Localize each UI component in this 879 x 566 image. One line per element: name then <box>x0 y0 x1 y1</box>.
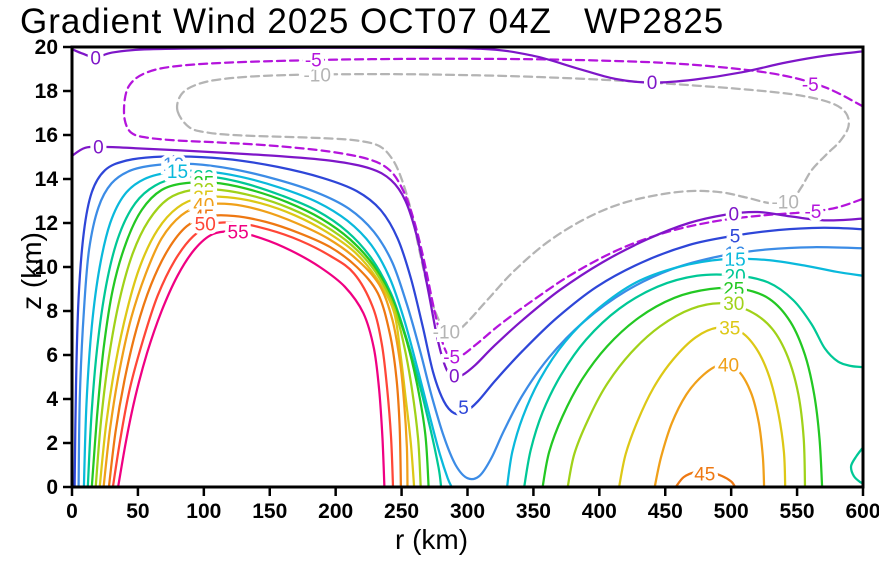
y-tick-label: 10 <box>35 256 58 279</box>
contour-line-c20L <box>86 174 443 487</box>
contour-label-c10: 10 <box>163 155 184 176</box>
contour-line-zero-upper <box>72 47 863 84</box>
contour-line-c45R <box>674 470 737 487</box>
contour-label-neg5: -5 <box>305 50 322 71</box>
y-tick-label: 20 <box>35 36 58 59</box>
y-tick-label: 0 <box>46 476 58 499</box>
x-tick-label: 0 <box>66 500 78 523</box>
contour-label-c35R: 35 <box>719 319 740 340</box>
contour-line-c20R <box>523 273 863 487</box>
contour-line-c40L <box>102 202 409 487</box>
contour-line-c5 <box>73 155 863 487</box>
contour-label-c45L: 45 <box>193 207 214 228</box>
contour-label-c25R: 25 <box>723 280 744 301</box>
y-tick-label: 8 <box>46 300 58 323</box>
y-tick-label: 14 <box>35 168 59 191</box>
contour-label-c10: 10 <box>725 244 746 265</box>
contour-label-c35L: 35 <box>193 188 214 209</box>
y-axis-title: z (km) <box>16 232 47 310</box>
contour-label-zero-main: 0 <box>93 137 104 158</box>
x-tick-label: 450 <box>648 500 683 523</box>
contour-label-c20R: 20 <box>725 266 746 287</box>
contour-line-c10 <box>77 162 863 487</box>
contour-line-c15R <box>505 257 863 487</box>
x-tick-label: 200 <box>318 500 353 523</box>
contour-labels-layer: -10-10-10-5-5-5-500000551010151520202525… <box>87 47 825 487</box>
contour-line-c35L <box>98 195 416 487</box>
contour-label-c15R: 15 <box>725 250 746 271</box>
contour-line-c30L <box>94 187 422 487</box>
contour-label-c5: 5 <box>458 398 469 419</box>
contour-label-c25L: 25 <box>193 174 214 195</box>
x-axis-title: r (km) <box>395 524 469 555</box>
contour-line-zero-main <box>72 145 863 380</box>
y-tick-label: 12 <box>35 212 58 235</box>
contour-line-c55 <box>116 230 386 487</box>
contour-label-neg5: -5 <box>802 75 819 96</box>
y-tick-label: 2 <box>46 432 58 455</box>
x-tick-label: 600 <box>845 500 879 523</box>
contour-label-c45R: 45 <box>694 464 715 485</box>
contour-label-c20L: 20 <box>193 167 214 188</box>
x-tick-label: 150 <box>252 500 287 523</box>
contour-line-c25L <box>90 180 430 487</box>
contour-line-c15L <box>82 169 453 487</box>
contour-line-c40R <box>653 363 766 487</box>
x-tick-label: 250 <box>384 500 419 523</box>
contour-line-c35R <box>617 325 787 487</box>
contour-label-c5: 5 <box>730 226 741 247</box>
x-tick-label: 500 <box>714 500 749 523</box>
y-tick-label: 18 <box>35 80 59 103</box>
contour-label-zero-main: 0 <box>449 366 460 387</box>
contour-label-c30R: 30 <box>723 294 744 315</box>
contour-label-c30L: 30 <box>193 181 214 202</box>
contour-label-c40L: 40 <box>193 196 214 217</box>
contour-label-zero-upper: 0 <box>90 49 101 70</box>
chart-title: Gradient Wind 2025 OCT07 04Z WP2825 <box>20 2 725 41</box>
y-tick-label: 4 <box>46 388 58 411</box>
contour-label-c40R: 40 <box>718 355 739 376</box>
contour-label-neg10: -10 <box>433 322 460 343</box>
contour-label-c55: 55 <box>228 223 249 244</box>
y-tick-label: 6 <box>46 344 58 367</box>
contour-label-c50: 50 <box>195 215 216 236</box>
contour-line-neg10 <box>175 72 850 335</box>
x-tick-label: 300 <box>450 500 485 523</box>
contour-label-neg10: -10 <box>771 193 798 214</box>
contour-label-neg5: -5 <box>804 202 821 223</box>
contour-label-neg5: -5 <box>443 348 460 369</box>
x-tick-label: 350 <box>516 500 551 523</box>
x-tick-label: 550 <box>780 500 815 523</box>
contour-label-neg10: -10 <box>303 65 330 86</box>
contour-label-zero-upper: 0 <box>647 73 658 94</box>
contour-line-c45L <box>107 214 403 487</box>
contour-line-c30R <box>566 302 807 487</box>
x-tick-label: 100 <box>186 500 221 523</box>
contour-label-c15L: 15 <box>167 162 188 183</box>
x-tick-label: 50 <box>126 500 149 523</box>
contour-line-c20-corner-hook <box>849 446 863 485</box>
x-tick-label: 400 <box>582 500 617 523</box>
contour-line-c50 <box>111 221 395 487</box>
contour-lines-layer <box>72 47 863 487</box>
contour-line-c25R <box>541 286 824 487</box>
contour-label-zero-main: 0 <box>729 204 740 225</box>
y-tick-label: 16 <box>35 124 58 147</box>
contour-line-neg5 <box>122 57 863 361</box>
